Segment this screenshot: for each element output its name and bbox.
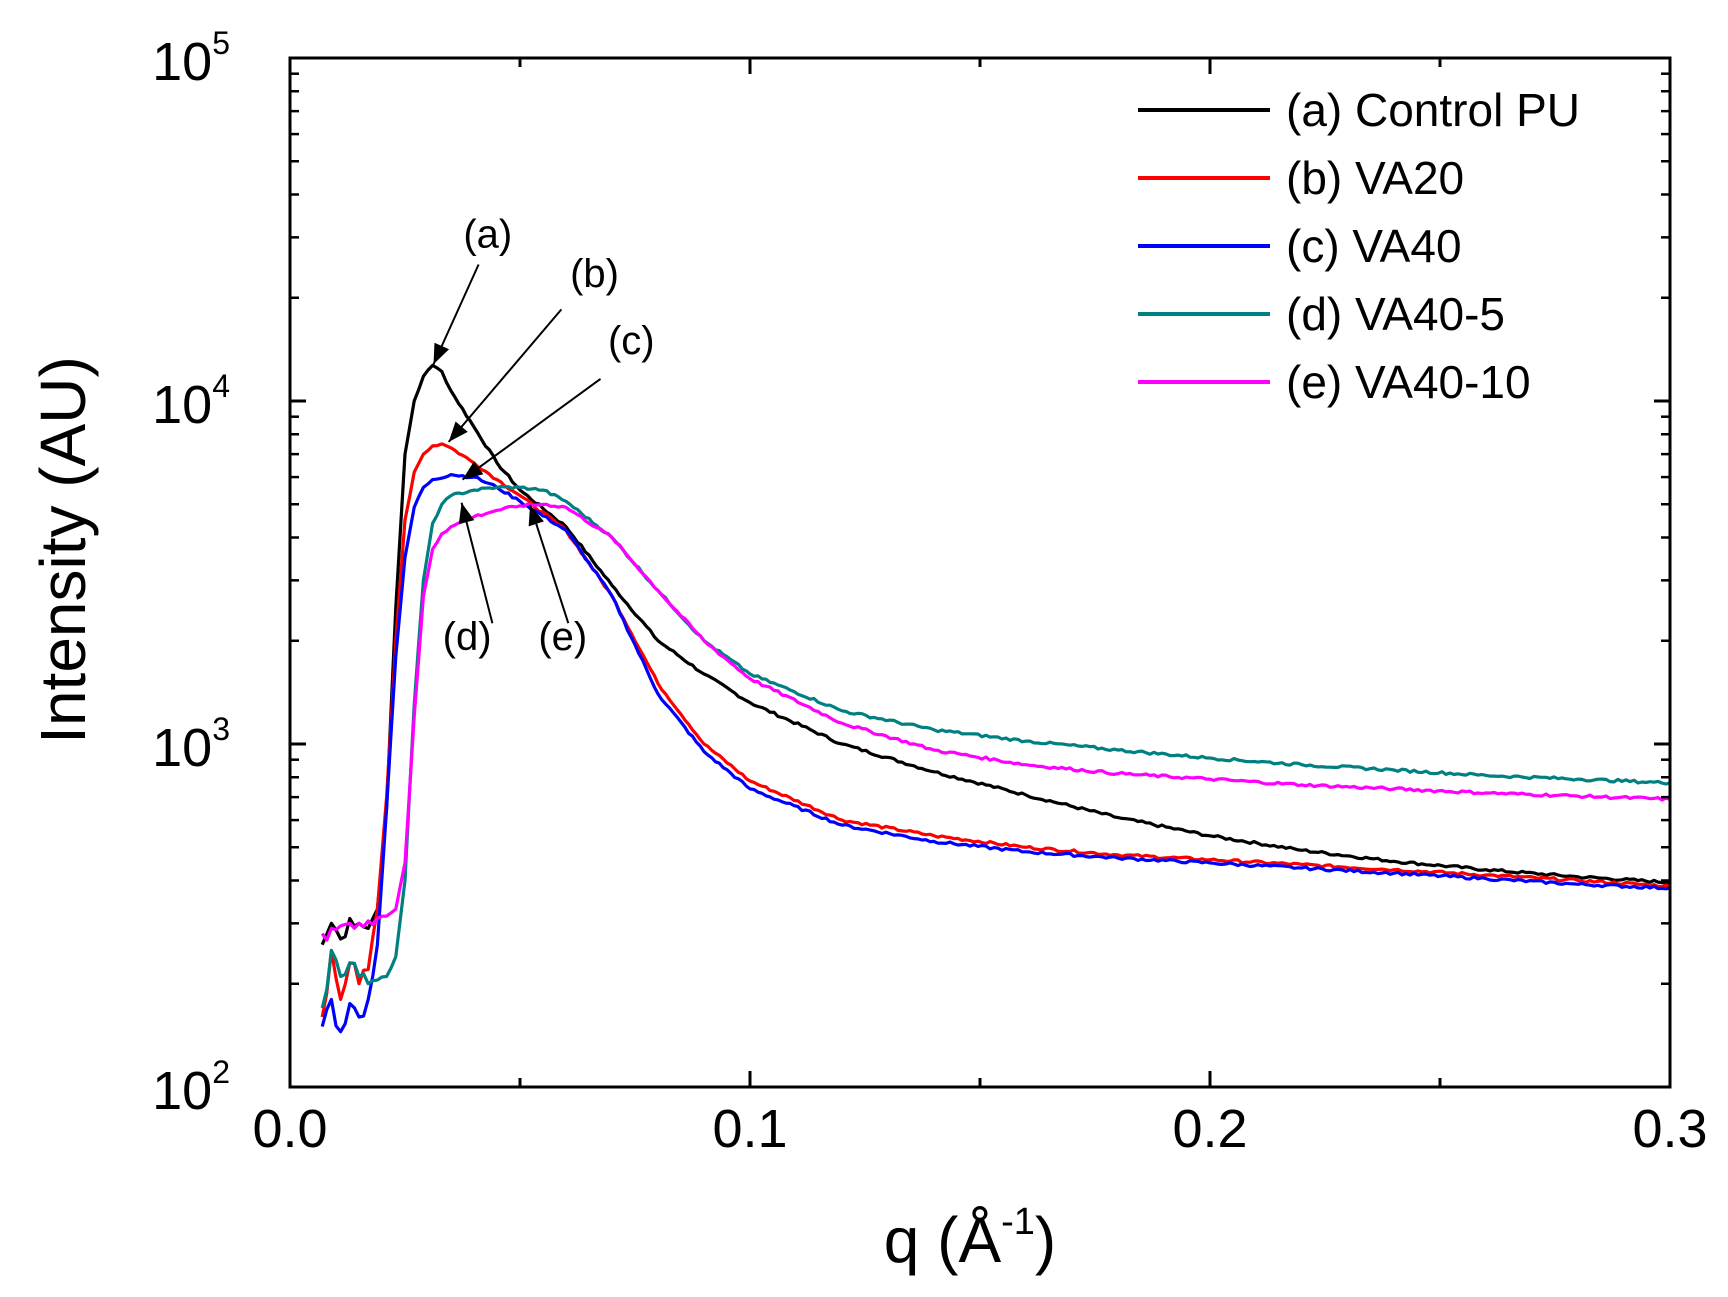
y-tick-label: 104 <box>152 368 230 435</box>
annotation-label: (d) <box>443 615 492 659</box>
annotation-arrowhead <box>448 421 468 442</box>
annotation-arrowhead <box>433 342 450 365</box>
x-axis-title-superscript: -1 <box>1001 1201 1035 1243</box>
legend-label-4: (d) VA40-5 <box>1286 288 1505 340</box>
y-tick-exponent: 4 <box>212 368 230 404</box>
annotation-layer: (a) (b) (c) (d) (e) <box>432 213 655 659</box>
x-tick-label: 0.2 <box>1172 1099 1247 1159</box>
y-axis-title: Intensity (AU) <box>27 356 99 744</box>
y-tick-label: 105 <box>152 25 230 92</box>
y-tick-base: 10 <box>152 1061 212 1121</box>
legend: (a) Control PU (b) VA20 (c) VA40 (d) VA40-5… <box>1138 84 1580 408</box>
series-line-3 <box>320 473 1671 1034</box>
series-line-5 <box>320 502 1671 942</box>
annotation-arrowhead <box>458 502 475 525</box>
x-axis-title-close: ) <box>1035 1204 1056 1276</box>
x-tick-label: 0.0 <box>252 1099 327 1159</box>
y-tick-exponent: 3 <box>212 711 230 747</box>
legend-label-3: (c) VA40 <box>1286 220 1462 272</box>
x-tick-label: 0.1 <box>712 1099 787 1159</box>
annotation-label: (b) <box>570 252 619 296</box>
annotation-arrow-line <box>461 378 602 481</box>
y-tick-base: 10 <box>152 375 212 435</box>
y-tick-base: 10 <box>152 718 212 778</box>
annotation-arrow-line <box>447 308 563 443</box>
y-tick-base: 10 <box>152 32 212 92</box>
x-axis-title-main: q (Å <box>884 1204 1002 1276</box>
y-tick-exponent: 2 <box>212 1054 230 1090</box>
y-tick-label: 103 <box>152 711 230 778</box>
annotation-arrowhead <box>528 504 544 527</box>
y-tick-label: 102 <box>152 1054 230 1121</box>
annotation-arrow-line <box>529 504 570 624</box>
annotation-arrow-line <box>460 502 494 624</box>
series-line-4 <box>320 485 1671 1009</box>
annotation-arrowhead <box>462 461 484 480</box>
legend-label-2: (b) VA20 <box>1286 152 1464 204</box>
legend-label-1: (a) Control PU <box>1286 84 1580 136</box>
x-tick-label: 0.3 <box>1632 1099 1707 1159</box>
annotation-label: (e) <box>538 615 587 659</box>
x-axis-title: q (Å-1) <box>884 1201 1056 1276</box>
y-tick-exponent: 5 <box>212 25 230 61</box>
annotation-label: (c) <box>608 319 655 363</box>
annotation-label: (a) <box>463 213 512 257</box>
series-line-1 <box>320 363 1671 946</box>
series-layer <box>320 363 1671 1034</box>
legend-label-5: (e) VA40-10 <box>1286 356 1531 408</box>
